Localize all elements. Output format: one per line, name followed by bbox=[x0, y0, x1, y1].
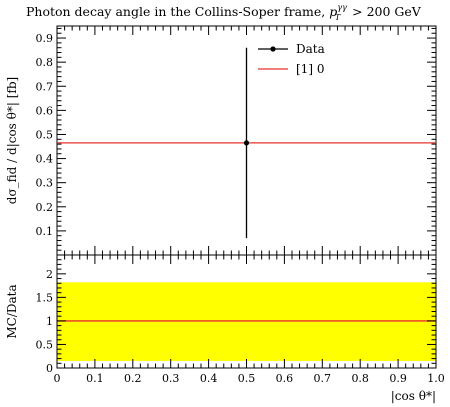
x-tick-label: 0.3 bbox=[162, 372, 180, 385]
x-tick-label: 0.2 bbox=[124, 372, 142, 385]
x-tick-label: 1.0 bbox=[427, 372, 445, 385]
ratio-y-tick-label: 0.5 bbox=[36, 338, 54, 351]
ratio-y-tick-label: 1.5 bbox=[36, 291, 54, 304]
main-panel: 0.1 0.2 0.3 0.4 0.5 0.6 0.7 0.8 0.9 bbox=[36, 25, 437, 256]
x-tick-label: 0.8 bbox=[351, 372, 369, 385]
x-tick-label: 0.5 bbox=[238, 372, 256, 385]
x-tick-label: 0.9 bbox=[389, 372, 407, 385]
x-tick-label: 0.7 bbox=[314, 372, 332, 385]
ratio-panel: 0 0.1 0.2 0.3 0.4 0.5 0.6 0.7 0.8 0.9 1.0 0 0.5 1 1.5… bbox=[36, 254, 445, 385]
main-y-tick-label: 0.5 bbox=[36, 128, 54, 141]
legend: Data [1] 0 bbox=[258, 42, 325, 76]
main-y-tick-label: 0.1 bbox=[36, 225, 54, 238]
ratio-y-tick-label: 1 bbox=[46, 315, 53, 328]
ratio-y-ticks: 0 0.5 1 1.5 2 bbox=[36, 259, 436, 375]
main-y-tick-label: 0.6 bbox=[36, 104, 54, 117]
main-y-tick-label: 0.9 bbox=[36, 32, 54, 45]
ratio-y-tick-label: 0 bbox=[46, 362, 53, 375]
ratio-x-ticks: 0 0.1 0.2 0.3 0.4 0.5 0.6 0.7 0.8 0.9 1.0 bbox=[54, 255, 445, 385]
ratio-y-tick-label: 2 bbox=[46, 268, 53, 281]
x-tick-label: 0.1 bbox=[86, 372, 104, 385]
main-x-ticks bbox=[56, 26, 437, 255]
x-tick-label: 0 bbox=[54, 372, 61, 385]
main-y-tick-label: 0.2 bbox=[36, 201, 54, 214]
main-y-tick-label: 0.8 bbox=[36, 56, 54, 69]
data-point bbox=[243, 140, 250, 146]
chart-title-math-sub: T bbox=[335, 13, 341, 22]
x-tick-label: 0.6 bbox=[276, 372, 294, 385]
main-y-axis-label: dσ_fid / d|cos θ*| [fb] bbox=[5, 77, 19, 204]
chart-title-suffix: > 200 GeV bbox=[348, 4, 422, 19]
main-y-tick-label: 0.3 bbox=[36, 177, 54, 190]
ratio-uncertainty-band bbox=[57, 282, 436, 361]
legend-data-marker-dot bbox=[270, 46, 276, 52]
chart-title-math: p bbox=[329, 4, 337, 19]
ratio-y-axis-label: MC/Data bbox=[5, 284, 19, 338]
legend-data-label: Data bbox=[296, 42, 325, 56]
legend-item-data: Data bbox=[258, 42, 325, 56]
x-axis-label: |cos θ*| bbox=[391, 389, 436, 403]
main-y-ticks: 0.1 0.2 0.3 0.4 0.5 0.6 0.7 0.8 0.9 bbox=[36, 27, 436, 251]
chart-title-text: Photon decay angle in the Collins-Soper … bbox=[26, 4, 329, 19]
legend-item-prediction: [1] 0 bbox=[258, 62, 324, 76]
chart-title: Photon decay angle in the Collins-Soper … bbox=[26, 3, 422, 22]
main-y-tick-label: 0.7 bbox=[36, 80, 54, 93]
x-tick-label: 0.4 bbox=[200, 372, 218, 385]
legend-prediction-label: [1] 0 bbox=[296, 62, 324, 76]
chart-title-math-sup: γγ bbox=[337, 3, 347, 12]
main-y-tick-label: 0.4 bbox=[36, 153, 54, 166]
